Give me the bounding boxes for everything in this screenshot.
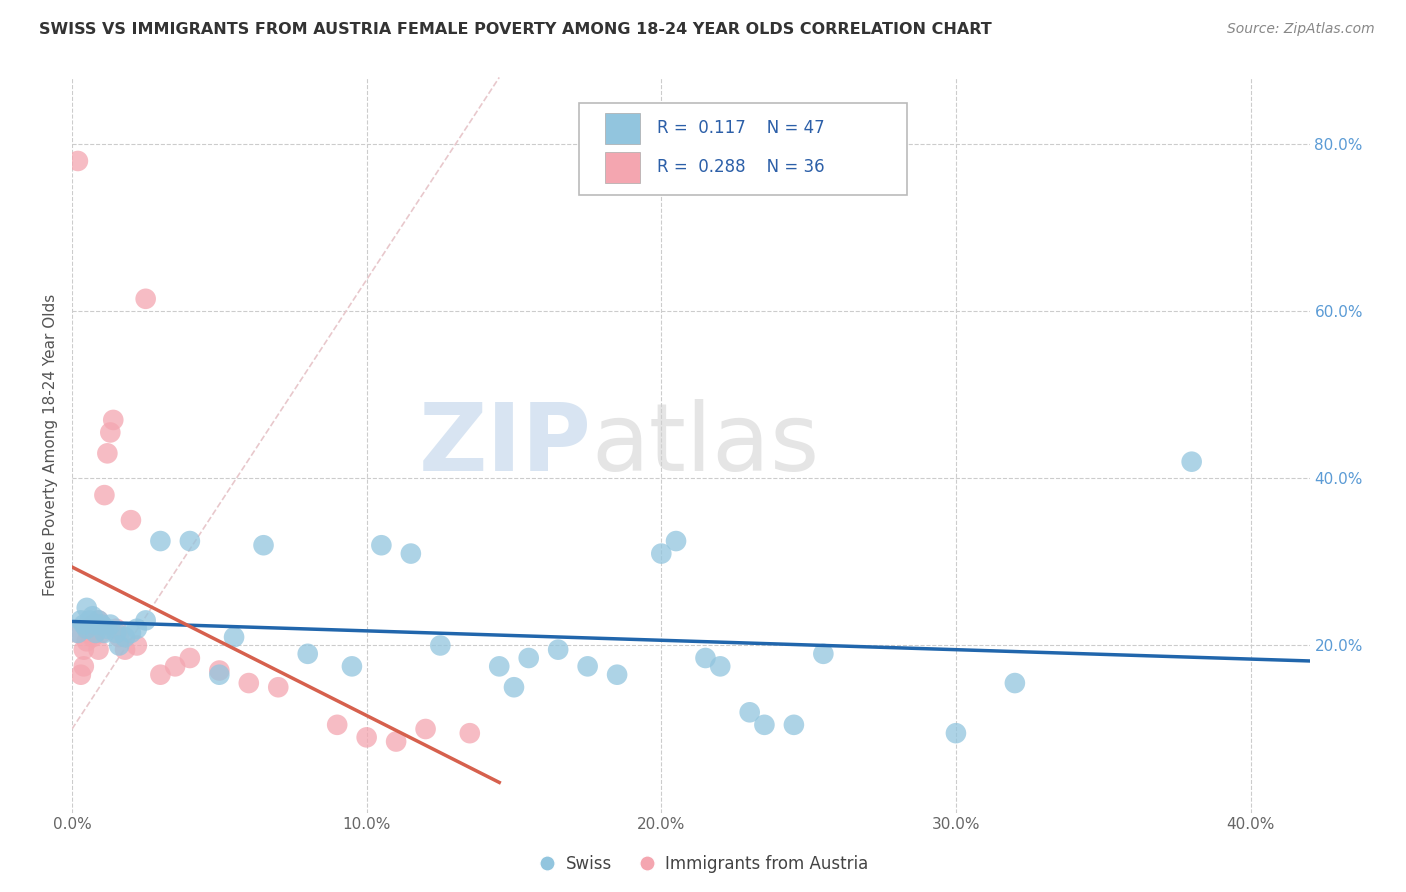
Point: [945, 726, 967, 740]
Point: [208, 664, 231, 678]
Point: [606, 667, 628, 681]
Point: [108, 639, 131, 653]
Point: [135, 292, 157, 306]
Text: R =  0.288    N = 36: R = 0.288 N = 36: [658, 158, 825, 176]
Point: [370, 538, 392, 552]
Point: [73, 642, 96, 657]
Point: [76, 634, 98, 648]
Point: [105, 626, 128, 640]
Point: [458, 726, 481, 740]
Point: [66, 153, 89, 168]
FancyBboxPatch shape: [579, 103, 907, 195]
Point: [114, 630, 136, 644]
Point: [93, 626, 115, 640]
Point: [90, 626, 112, 640]
Point: [66, 626, 89, 640]
Legend: Swiss, Immigrants from Austria: Swiss, Immigrants from Austria: [530, 848, 876, 880]
Point: [82, 617, 104, 632]
Point: [709, 659, 731, 673]
Point: [208, 667, 231, 681]
Point: [96, 622, 118, 636]
Point: [87, 642, 110, 657]
Point: [82, 630, 104, 644]
Point: [105, 622, 128, 636]
Point: [754, 718, 776, 732]
Point: [108, 630, 131, 644]
Point: [326, 718, 349, 732]
Y-axis label: Female Poverty Among 18-24 Year Olds: Female Poverty Among 18-24 Year Olds: [44, 293, 58, 596]
Point: [79, 626, 101, 640]
Point: [783, 718, 806, 732]
Point: [103, 413, 125, 427]
Point: [90, 617, 112, 632]
Point: [738, 706, 761, 720]
Point: [76, 600, 98, 615]
Point: [149, 667, 172, 681]
Point: [79, 614, 101, 628]
Point: [813, 647, 835, 661]
Point: [90, 617, 112, 632]
Point: [96, 446, 118, 460]
Point: [125, 622, 148, 636]
Text: R =  0.117    N = 47: R = 0.117 N = 47: [658, 120, 825, 137]
Point: [87, 614, 110, 628]
Point: [84, 617, 107, 632]
Point: [70, 614, 93, 628]
Point: [93, 488, 115, 502]
Point: [120, 513, 142, 527]
Point: [356, 731, 378, 745]
Point: [120, 626, 142, 640]
Point: [98, 617, 121, 632]
Point: [76, 622, 98, 636]
Bar: [606, 152, 640, 183]
Point: [70, 667, 93, 681]
Point: [84, 626, 107, 640]
Point: [576, 659, 599, 673]
Point: [415, 722, 437, 736]
Point: [238, 676, 260, 690]
Point: [165, 659, 187, 673]
Point: [114, 642, 136, 657]
Text: atlas: atlas: [592, 399, 820, 491]
Point: [665, 534, 688, 549]
Point: [66, 626, 89, 640]
Point: [84, 617, 107, 632]
Point: [76, 622, 98, 636]
Point: [340, 659, 363, 673]
Point: [179, 651, 201, 665]
Bar: [606, 112, 640, 144]
Point: [1004, 676, 1026, 690]
Point: [517, 651, 540, 665]
Point: [87, 614, 110, 628]
Point: [73, 659, 96, 673]
Point: [179, 534, 201, 549]
Point: [429, 639, 451, 653]
Point: [84, 626, 107, 640]
Point: [695, 651, 717, 665]
Point: [650, 547, 672, 561]
Point: [297, 647, 319, 661]
Point: [125, 639, 148, 653]
Point: [488, 659, 510, 673]
Text: ZIP: ZIP: [419, 399, 592, 491]
Point: [252, 538, 274, 552]
Point: [149, 534, 172, 549]
Text: Source: ZipAtlas.com: Source: ZipAtlas.com: [1227, 22, 1375, 37]
Point: [135, 614, 157, 628]
Point: [73, 617, 96, 632]
Point: [399, 547, 422, 561]
Point: [385, 734, 408, 748]
Point: [98, 425, 121, 440]
Text: SWISS VS IMMIGRANTS FROM AUSTRIA FEMALE POVERTY AMONG 18-24 YEAR OLDS CORRELATIO: SWISS VS IMMIGRANTS FROM AUSTRIA FEMALE …: [39, 22, 993, 37]
Point: [267, 680, 290, 694]
Point: [82, 609, 104, 624]
Point: [503, 680, 526, 694]
Point: [1181, 455, 1204, 469]
Point: [547, 642, 569, 657]
Point: [222, 630, 245, 644]
